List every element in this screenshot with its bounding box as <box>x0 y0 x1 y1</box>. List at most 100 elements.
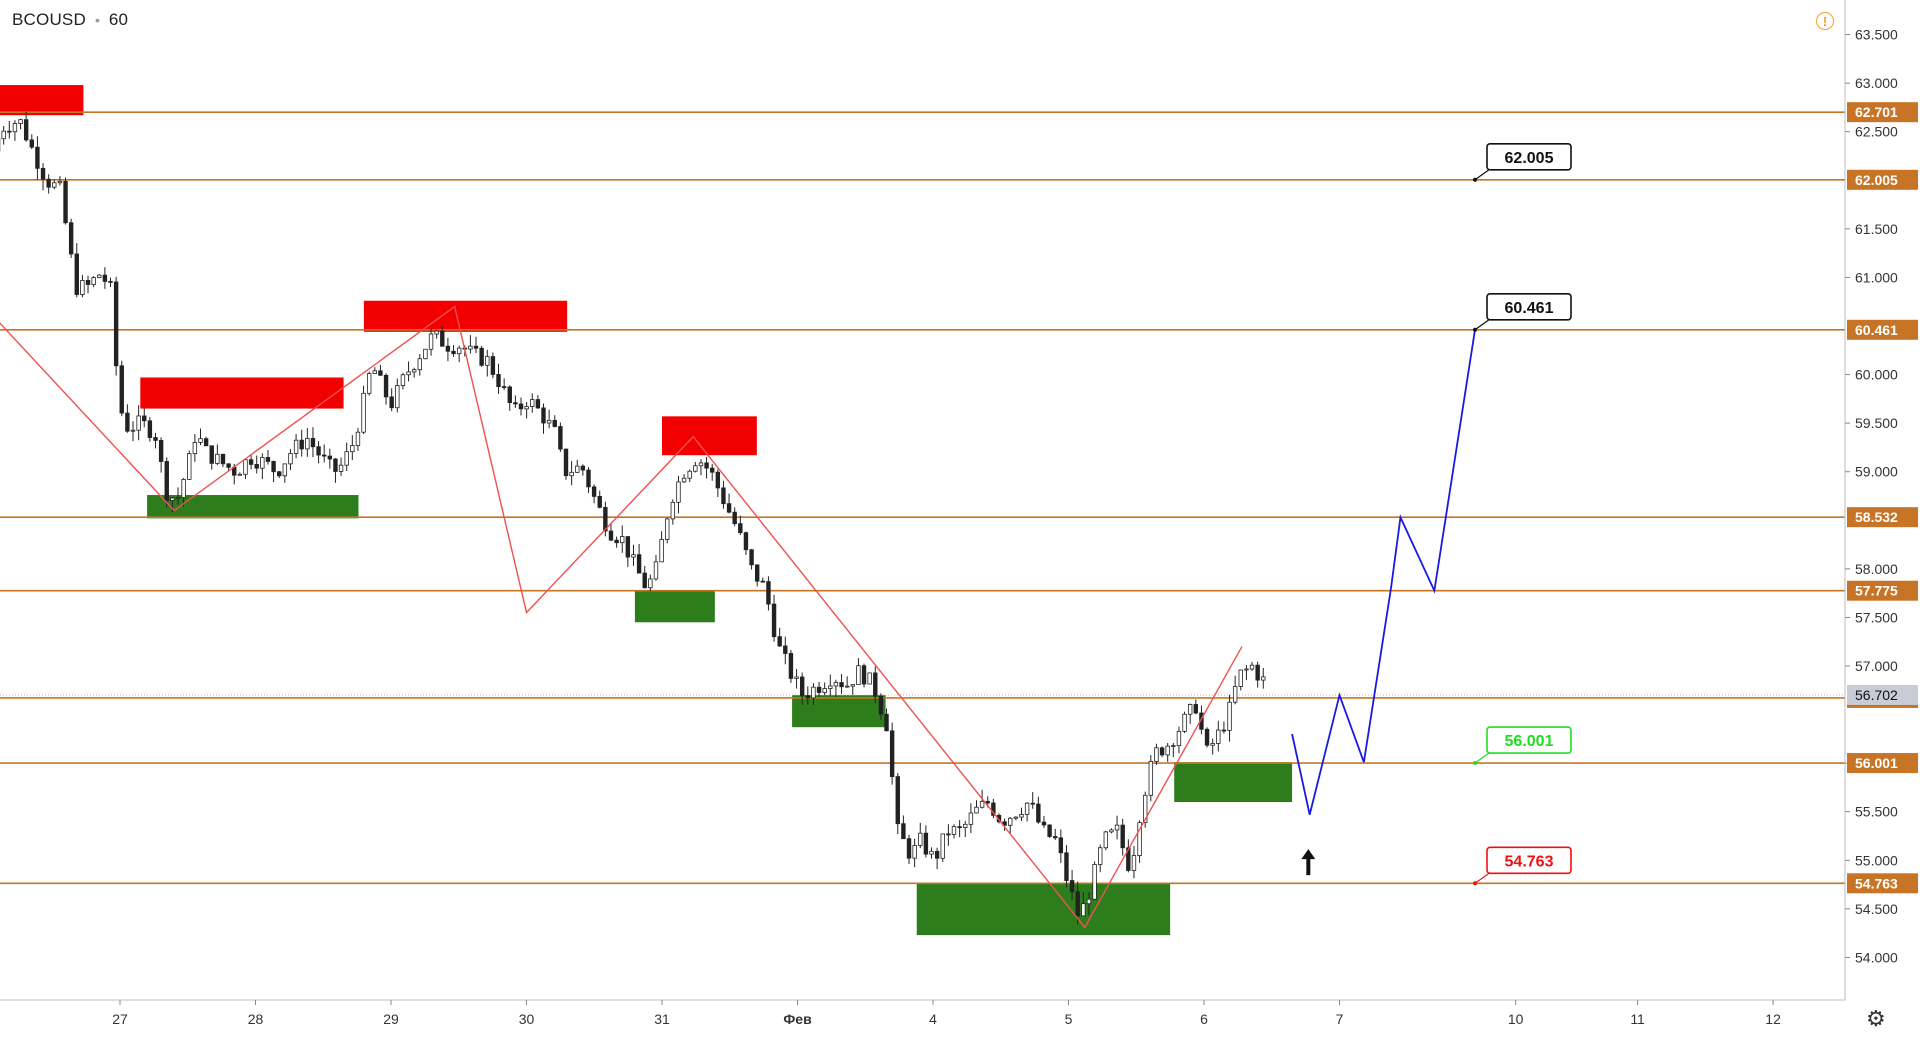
candle-body <box>698 462 704 467</box>
candle-body <box>277 471 282 477</box>
candle-body <box>1137 822 1142 856</box>
candle-body <box>1036 803 1041 823</box>
candle-body <box>428 333 434 350</box>
candle-body <box>620 536 625 544</box>
candle-body <box>710 467 715 473</box>
candle-body <box>929 850 934 855</box>
candle-body <box>535 399 541 409</box>
candle-body <box>788 653 794 679</box>
candle-body <box>1024 802 1030 815</box>
y-tick-label: 60.000 <box>1855 367 1898 383</box>
candle-body <box>968 812 974 825</box>
gear-icon[interactable]: ⚙ <box>1866 1006 1886 1031</box>
symbol-name[interactable]: BCOUSD <box>12 10 86 29</box>
x-tick-label: 12 <box>1765 1011 1781 1027</box>
candle-body <box>861 665 867 685</box>
candle-body <box>749 549 754 566</box>
candle-body <box>501 386 507 389</box>
candle-body <box>738 523 743 534</box>
candle-body <box>80 280 85 295</box>
candle-body <box>215 453 220 464</box>
interval-label[interactable]: 60 <box>108 10 129 29</box>
level-badge <box>1847 580 1918 601</box>
candle-body <box>1216 729 1221 744</box>
candle-body <box>68 222 74 255</box>
candle-body <box>1255 664 1260 681</box>
candle-body <box>321 454 327 457</box>
level-lines <box>0 111 1845 885</box>
candle-body <box>754 564 760 582</box>
candle-body <box>1002 821 1007 826</box>
candle-body <box>631 554 636 558</box>
candle-body <box>1244 668 1249 671</box>
candle-body <box>822 688 827 693</box>
resistance-zone <box>140 377 344 409</box>
candle-body <box>496 374 501 388</box>
y-tick-label: 57.500 <box>1855 609 1898 625</box>
candle-body <box>7 130 12 133</box>
candle-body <box>1193 704 1199 714</box>
candle-body <box>209 445 214 464</box>
y-tick-label: 54.000 <box>1855 949 1898 965</box>
candle-body <box>417 358 422 371</box>
candle-body <box>648 578 653 589</box>
candle-body <box>642 572 647 589</box>
y-tick-label: 54.500 <box>1855 901 1898 917</box>
candle-body <box>372 370 378 375</box>
resistance-zone <box>363 300 568 332</box>
candle-body <box>878 695 884 715</box>
candle-body <box>198 438 203 443</box>
target-text: 56.001 <box>1505 733 1554 750</box>
candle-body <box>153 437 158 441</box>
candle-body <box>91 277 96 285</box>
candle-body <box>1064 852 1069 881</box>
candle-body <box>867 672 872 685</box>
candle-body <box>963 823 968 828</box>
target-pointer <box>1474 169 1490 181</box>
candle-body <box>316 446 321 456</box>
candle-body <box>423 348 428 360</box>
forecast-path <box>1291 329 1476 815</box>
candle-body <box>389 396 394 409</box>
candle-body <box>1142 794 1148 823</box>
candle-body <box>659 539 664 563</box>
candle-body <box>411 369 417 373</box>
candle-body <box>1182 713 1187 732</box>
candle-body <box>1019 814 1024 818</box>
candle-body <box>468 345 473 350</box>
candle-body <box>1114 824 1120 831</box>
candle-body <box>844 685 850 688</box>
candle-body <box>783 645 788 654</box>
candle-body <box>1120 824 1125 849</box>
candle-body <box>546 419 552 424</box>
candles <box>0 111 1266 925</box>
candle-body <box>400 374 406 386</box>
target-label: 54.763 <box>1473 846 1572 886</box>
warning-icon[interactable]: ! <box>1816 12 1834 30</box>
level-badge-label: 62.005 <box>1855 172 1898 188</box>
candle-body <box>1221 729 1227 732</box>
candle-body <box>52 182 57 188</box>
target-pointer <box>1474 872 1490 884</box>
candle-body <box>732 511 737 525</box>
forecast <box>1291 329 1476 876</box>
x-tick-label: 4 <box>929 1011 937 1027</box>
candle-body <box>1081 903 1086 917</box>
candle-body <box>569 471 574 477</box>
candle-body <box>142 415 147 422</box>
support-zone <box>916 882 1171 936</box>
candle-body <box>29 139 34 148</box>
symbol-header[interactable]: BCOUSD • 60 <box>0 0 128 40</box>
target-box <box>1486 726 1572 754</box>
candle-body <box>805 695 810 699</box>
candle-body <box>479 347 484 366</box>
candle-body <box>918 832 923 846</box>
candle-body <box>440 330 445 347</box>
candle-body <box>237 473 243 476</box>
level-badge-label: 58.532 <box>1855 509 1898 525</box>
candle-body <box>1109 829 1114 833</box>
candle-body <box>1187 704 1193 715</box>
candle-body <box>1148 761 1154 796</box>
y-tick-label: 63.000 <box>1855 75 1898 91</box>
